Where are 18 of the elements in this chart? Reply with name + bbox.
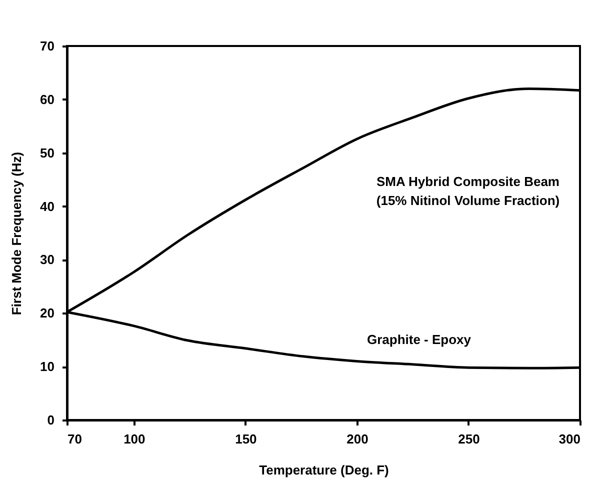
y-tick-label: 0 — [47, 412, 54, 428]
x-tick-label: 100 — [124, 432, 146, 446]
y-tick-label: 40 — [40, 198, 54, 214]
x-tick-label: 70 — [68, 432, 82, 446]
y-tick-label: 20 — [40, 306, 54, 321]
y-tick-label: 70 — [40, 38, 54, 54]
y-tick-label: 30 — [40, 252, 54, 268]
x-axis-title: Temperature (Deg. F) — [259, 462, 389, 478]
x-tick-label: 300 — [558, 432, 580, 446]
y-tick-label: 10 — [40, 359, 54, 374]
annotation: SMA Hybrid Composite Beam (15% Nitinol Volume Fraction) — [376, 174, 560, 208]
x-tick-label: 250 — [458, 432, 480, 446]
y-tick-label: 50 — [40, 145, 54, 160]
y-tick-label: 60 — [40, 92, 54, 107]
x-tick-label: 150 — [235, 432, 257, 446]
y-axis-title: First Mode Frequency (Hz) — [9, 152, 24, 316]
x-tick-label: 200 — [346, 432, 368, 446]
annotation: Graphite - Epoxy — [366, 332, 472, 347]
